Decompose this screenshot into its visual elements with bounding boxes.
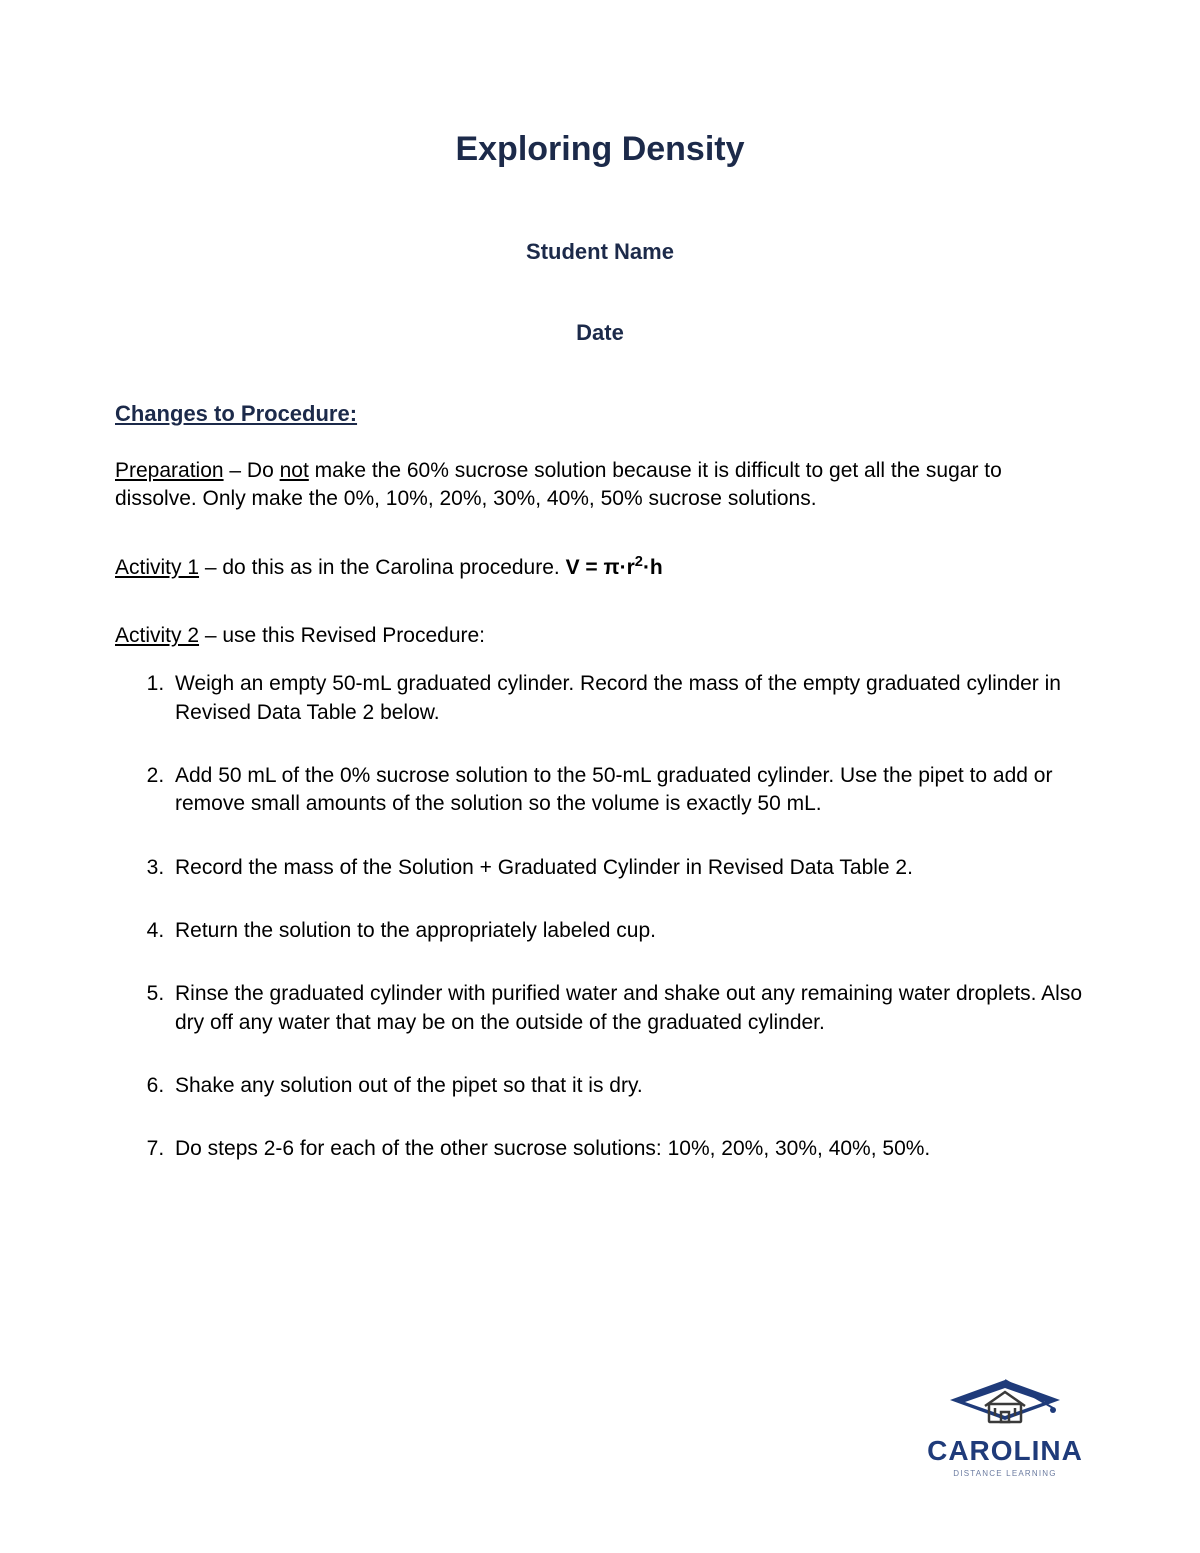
step-item: Record the mass of the Solution + Gradua… [170, 854, 1085, 882]
preparation-sep: – Do [224, 459, 280, 482]
preparation-label: Preparation [115, 459, 224, 482]
student-name-label: Student Name [115, 239, 1085, 265]
preparation-paragraph: Preparation – Do not make the 60% sucros… [115, 457, 1085, 514]
carolina-logo: CAROLINA DISTANCE LEARNING [925, 1378, 1085, 1478]
activity1-text: – do this as in the Carolina procedure. [199, 556, 566, 579]
step-item: Shake any solution out of the pipet so t… [170, 1072, 1085, 1100]
step-item: Weigh an empty 50-mL graduated cylinder.… [170, 670, 1085, 727]
activity2-label: Activity 2 [115, 624, 199, 647]
formula-sup: 2 [635, 554, 643, 570]
document-page: Exploring Density Student Name Date Chan… [0, 0, 1200, 1553]
preparation-not: not [280, 459, 309, 482]
step-item: Do steps 2-6 for each of the other sucro… [170, 1135, 1085, 1163]
graduation-cap-icon [945, 1378, 1065, 1433]
activity1-paragraph: Activity 1 – do this as in the Carolina … [115, 554, 1085, 582]
activity2-text: – use this Revised Procedure: [199, 624, 485, 647]
step-item: Rinse the graduated cylinder with purifi… [170, 980, 1085, 1037]
step-item: Add 50 mL of the 0% sucrose solution to … [170, 762, 1085, 819]
activity2-paragraph: Activity 2 – use this Revised Procedure: [115, 622, 1085, 650]
date-label: Date [115, 320, 1085, 346]
activity1-label: Activity 1 [115, 556, 199, 579]
changes-heading: Changes to Procedure: [115, 401, 1085, 427]
formula-suffix: ·h [643, 556, 663, 579]
activity1-formula: V = π·r2·h [566, 556, 663, 579]
logo-brand: CAROLINA [925, 1435, 1085, 1467]
step-item: Return the solution to the appropriately… [170, 917, 1085, 945]
procedure-steps: Weigh an empty 50-mL graduated cylinder.… [115, 670, 1085, 1163]
page-title: Exploring Density [115, 130, 1085, 169]
formula-prefix: V = π·r [566, 556, 635, 579]
logo-tagline: DISTANCE LEARNING [925, 1469, 1085, 1478]
